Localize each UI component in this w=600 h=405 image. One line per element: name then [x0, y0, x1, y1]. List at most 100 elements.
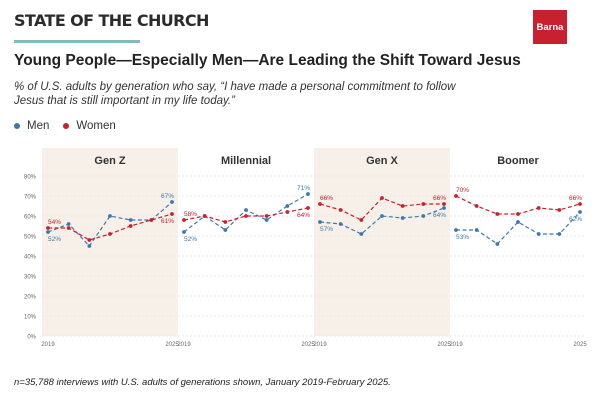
- data-point-women: [359, 218, 364, 222]
- data-label-women: 64%: [297, 212, 310, 219]
- data-point-men: [87, 244, 92, 248]
- y-tick-label: 20%: [24, 295, 37, 301]
- legend-men-label: Men: [27, 120, 50, 132]
- data-point-women: [474, 204, 479, 208]
- y-tick-label: 60%: [24, 215, 37, 221]
- data-point-women: [170, 212, 174, 216]
- data-point-men: [359, 232, 364, 236]
- data-point-women: [202, 214, 207, 218]
- panel-title: Millennial: [221, 155, 271, 167]
- data-label-women: 66%: [433, 195, 446, 202]
- data-point-women: [421, 202, 426, 206]
- data-label-women: 66%: [569, 195, 582, 202]
- data-point-men: [421, 214, 426, 218]
- x-tick-label: 2019: [177, 342, 191, 348]
- y-tick-label: 80%: [24, 175, 37, 181]
- panel-shade-0: [42, 148, 178, 336]
- data-point-women: [149, 218, 154, 222]
- data-point-men: [66, 222, 71, 226]
- data-point-men: [318, 220, 322, 224]
- data-label-men: 53%: [456, 234, 469, 241]
- data-label-men: 62%: [569, 216, 582, 223]
- x-tick-label: 2025: [573, 342, 587, 348]
- data-point-women: [223, 220, 228, 224]
- data-point-women: [46, 226, 50, 230]
- data-point-men: [442, 206, 446, 210]
- data-point-women: [516, 212, 520, 216]
- x-tick-label: 2019: [313, 342, 327, 348]
- y-tick-label: 30%: [24, 275, 37, 281]
- series-line-women: [455, 195, 581, 215]
- y-tick-label: 70%: [24, 195, 37, 201]
- data-point-men: [46, 230, 50, 234]
- data-point-women: [578, 202, 582, 206]
- x-tick-label: 2019: [449, 342, 463, 348]
- data-label-women: 70%: [456, 187, 469, 194]
- data-label-men: 64%: [433, 212, 446, 219]
- data-point-men: [108, 214, 112, 218]
- data-point-men: [578, 210, 582, 214]
- legend-women-label: Women: [76, 120, 116, 132]
- legend-women: Women: [63, 120, 116, 132]
- data-point-women: [557, 208, 562, 212]
- data-point-women: [495, 212, 500, 216]
- data-point-women: [442, 202, 446, 206]
- data-point-men: [306, 192, 310, 196]
- data-point-women: [454, 194, 458, 198]
- data-point-men: [557, 232, 562, 236]
- brand-wordmark: STATE OF THE CHURCH: [14, 11, 209, 30]
- data-point-men: [223, 228, 228, 232]
- data-label-women: 54%: [48, 219, 61, 226]
- panel-shade-2: [314, 148, 450, 336]
- chart-title: Young People—Especially Men—Are Leading …: [14, 52, 521, 69]
- y-tick-label: 50%: [24, 235, 37, 241]
- data-point-men: [495, 242, 500, 246]
- data-point-women: [306, 206, 310, 210]
- data-point-men: [380, 214, 384, 218]
- data-point-women: [66, 226, 71, 230]
- data-point-men: [474, 228, 479, 232]
- data-point-women: [536, 206, 541, 210]
- data-label-men: 57%: [320, 226, 333, 233]
- data-point-women: [318, 202, 322, 206]
- data-point-men: [244, 208, 248, 212]
- data-label-women: 66%: [320, 195, 333, 202]
- series-line-men: [183, 193, 309, 233]
- data-point-women: [182, 218, 186, 222]
- data-point-men: [182, 230, 186, 234]
- data-point-women: [108, 232, 112, 236]
- x-tick-label: 2025: [165, 342, 179, 348]
- footnote: n=35,788 interviews with U.S. adults of …: [14, 377, 391, 388]
- data-point-men: [264, 218, 269, 222]
- series-line-men: [456, 211, 581, 245]
- data-label-men: 52%: [184, 236, 197, 243]
- data-point-men: [536, 232, 541, 236]
- panel-title: Boomer: [497, 155, 539, 167]
- data-point-women: [380, 196, 384, 200]
- legend: Men Women: [14, 120, 130, 132]
- data-point-men: [454, 228, 458, 232]
- data-point-men: [338, 222, 343, 226]
- data-point-women: [400, 204, 405, 208]
- x-tick-label: 2025: [437, 342, 451, 348]
- chart-subtitle: % of U.S. adults by generation who say, …: [14, 81, 456, 107]
- x-tick-label: 2025: [301, 342, 315, 348]
- data-point-women: [338, 208, 343, 212]
- data-point-men: [400, 216, 405, 220]
- data-point-women: [285, 210, 290, 214]
- barna-logo: Barna: [533, 10, 567, 44]
- data-point-women: [128, 224, 133, 228]
- data-label-men: 71%: [297, 185, 310, 192]
- data-label-women: 61%: [161, 218, 174, 225]
- y-tick-label: 10%: [24, 315, 37, 321]
- data-point-women: [87, 238, 92, 242]
- data-point-men: [170, 200, 174, 204]
- y-tick-label: 40%: [24, 255, 37, 261]
- data-point-women: [264, 214, 269, 218]
- data-point-men: [128, 218, 133, 222]
- data-point-men: [285, 204, 290, 208]
- x-tick-label: 2019: [41, 342, 55, 348]
- y-tick-label: 0%: [27, 335, 36, 341]
- data-label-men: 52%: [48, 236, 61, 243]
